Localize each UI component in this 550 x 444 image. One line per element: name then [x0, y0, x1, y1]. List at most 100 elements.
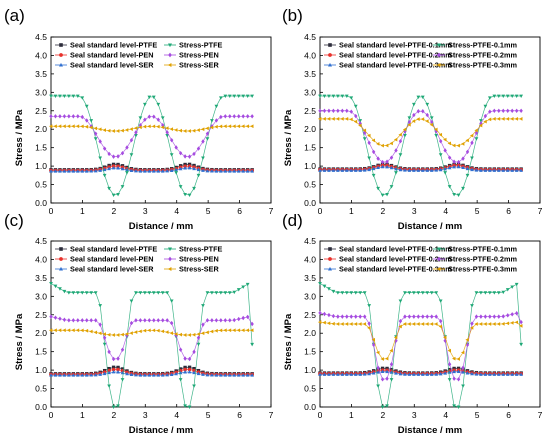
- data-point: [98, 331, 102, 336]
- plot-frame: [50, 240, 272, 408]
- data-point: [178, 150, 183, 156]
- data-point: [331, 117, 335, 121]
- data-point: [156, 117, 160, 122]
- data-point: [371, 337, 375, 342]
- data-point: [465, 371, 470, 375]
- legend-marker: [168, 247, 172, 252]
- data-point: [107, 370, 111, 375]
- x-tick-label: 1: [349, 206, 354, 216]
- legend-item: Stress-PTFE-0.3mm: [433, 61, 517, 70]
- data-point: [367, 133, 371, 138]
- data-point: [165, 318, 169, 323]
- x-tick-label: 4: [174, 410, 179, 420]
- data-point: [318, 372, 322, 376]
- legend-marker: [437, 256, 441, 262]
- data-point: [519, 168, 524, 172]
- data-point: [187, 365, 192, 370]
- data-point: [353, 119, 358, 124]
- data-point: [327, 168, 331, 172]
- data-point: [456, 193, 461, 198]
- data-point: [210, 373, 214, 377]
- legend-marker: [437, 52, 441, 58]
- data-point: [192, 384, 196, 388]
- data-point: [192, 151, 196, 157]
- data-point: [505, 94, 510, 99]
- legend-label: Stress-PEN: [179, 255, 219, 264]
- data-point: [452, 376, 456, 381]
- data-point: [519, 319, 523, 325]
- data-point: [416, 322, 420, 326]
- data-point: [469, 326, 474, 330]
- y-tick-label: 4.0: [304, 254, 316, 264]
- data-point: [218, 124, 223, 129]
- data-point: [421, 314, 425, 319]
- legend-item: Seal standard level-PTFE-0.1mm: [324, 245, 452, 254]
- data-point: [187, 162, 192, 167]
- data-point: [492, 168, 497, 172]
- data-point: [460, 141, 465, 146]
- data-point: [165, 130, 169, 135]
- data-point: [98, 304, 103, 308]
- series-1: [49, 365, 254, 376]
- y-tick-label: 1.0: [35, 365, 47, 375]
- series-3: [49, 165, 255, 173]
- data-point: [407, 119, 412, 125]
- data-point: [93, 126, 98, 131]
- data-point: [62, 317, 67, 322]
- data-point: [89, 169, 94, 173]
- data-point: [62, 94, 67, 99]
- data-point: [219, 318, 223, 323]
- data-point: [376, 141, 380, 146]
- data-point: [165, 169, 170, 173]
- series-line: [320, 118, 522, 147]
- data-point: [200, 127, 205, 132]
- data-point: [134, 318, 138, 323]
- x-tick-label: 4: [174, 206, 179, 216]
- data-point: [460, 350, 465, 355]
- data-point: [98, 168, 103, 172]
- data-point: [465, 337, 469, 342]
- data-point: [196, 128, 200, 132]
- data-point: [470, 304, 474, 308]
- data-point: [488, 109, 492, 114]
- y-tick-label: 1.5: [35, 143, 47, 153]
- data-point: [151, 328, 156, 333]
- legend-marker: [437, 43, 441, 48]
- data-point: [438, 299, 443, 303]
- data-point: [58, 114, 62, 119]
- data-point: [336, 314, 340, 319]
- data-point: [53, 114, 58, 119]
- data-point: [470, 156, 474, 160]
- data-point: [420, 291, 425, 295]
- data-point: [461, 365, 465, 370]
- series-line: [320, 369, 522, 375]
- data-point: [196, 371, 201, 376]
- data-point: [214, 291, 219, 295]
- data-point: [340, 291, 345, 295]
- data-point: [214, 118, 219, 123]
- data-point: [71, 169, 76, 173]
- data-point: [80, 291, 85, 295]
- data-point: [443, 148, 447, 153]
- data-point: [200, 331, 205, 336]
- data-point: [376, 350, 380, 355]
- legend-item: Stress-PTFE-0.3mm: [433, 265, 517, 274]
- legend-marker: [59, 62, 63, 67]
- data-point: [514, 94, 519, 99]
- data-point: [228, 114, 232, 119]
- y-tick-label: 2.5: [304, 106, 316, 116]
- data-point: [483, 291, 488, 295]
- legend-marker: [59, 53, 63, 57]
- x-tick-label: 2: [111, 410, 116, 420]
- data-point: [147, 95, 152, 99]
- data-point: [452, 404, 456, 408]
- data-point: [80, 96, 85, 100]
- x-axis-label: Distance / mm: [398, 221, 462, 232]
- data-point: [228, 318, 232, 323]
- data-point: [116, 192, 120, 197]
- data-point: [398, 299, 403, 303]
- data-point: [465, 149, 470, 155]
- series-4: [318, 282, 524, 409]
- data-point: [201, 139, 205, 144]
- data-point: [425, 314, 429, 319]
